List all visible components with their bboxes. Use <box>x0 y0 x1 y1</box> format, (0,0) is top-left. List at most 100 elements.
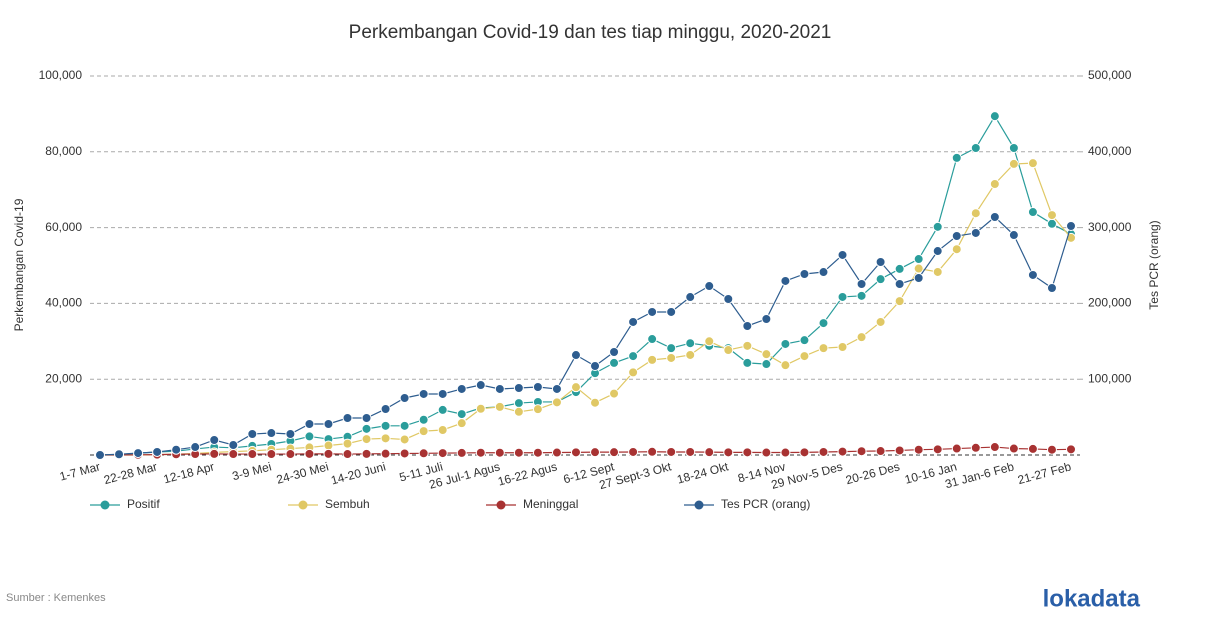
data-point <box>761 359 772 370</box>
data-point <box>1046 444 1057 455</box>
data-point <box>666 343 677 354</box>
data-point <box>570 350 581 361</box>
data-point <box>494 447 505 458</box>
data-point <box>570 382 581 393</box>
data-point <box>228 449 239 460</box>
data-point <box>875 274 886 285</box>
data-point <box>266 428 277 439</box>
data-point <box>1066 444 1076 455</box>
y-tick-label: 100,000 <box>39 68 83 82</box>
series-line <box>99 115 1072 456</box>
data-point <box>590 447 601 458</box>
data-point <box>133 448 144 459</box>
data-point <box>513 398 524 409</box>
data-point <box>780 338 791 349</box>
data-point <box>799 447 810 458</box>
data-point <box>304 418 315 429</box>
data-point <box>590 397 601 408</box>
legend-swatch <box>100 500 110 510</box>
data-point <box>932 266 943 277</box>
data-point <box>951 443 962 454</box>
data-point <box>437 424 448 435</box>
data-point <box>609 388 620 399</box>
data-point <box>399 434 410 445</box>
data-point <box>532 404 543 415</box>
data-point <box>114 449 125 460</box>
data-point <box>875 257 886 268</box>
data-point <box>685 338 696 349</box>
data-point <box>894 278 905 289</box>
data-point <box>856 332 867 343</box>
data-point <box>818 267 829 278</box>
data-point <box>647 446 658 457</box>
data-point <box>647 306 658 317</box>
data-point <box>380 433 391 444</box>
data-point <box>628 367 639 378</box>
legend-swatch <box>496 500 506 510</box>
data-point <box>647 334 658 345</box>
legend-swatch <box>298 500 308 510</box>
data-point <box>989 442 1000 453</box>
data-point <box>913 254 924 265</box>
data-point <box>704 281 715 292</box>
data-point <box>970 442 981 453</box>
data-point <box>742 447 753 458</box>
data-point <box>875 316 886 327</box>
data-point <box>494 401 505 412</box>
data-point <box>970 208 981 219</box>
data-point <box>1008 158 1019 169</box>
data-point <box>704 447 715 458</box>
y-tick-label: 80,000 <box>45 144 82 158</box>
data-point <box>399 392 410 403</box>
x-tick-label: 20-26 Des <box>844 459 901 487</box>
data-point <box>551 383 562 394</box>
data-point <box>456 409 467 420</box>
data-point <box>609 357 620 368</box>
data-point <box>532 382 543 393</box>
data-point <box>1066 232 1076 243</box>
x-tick-label: 12-18 Apr <box>162 459 216 486</box>
legend-label: Sembuh <box>325 497 370 511</box>
data-point <box>418 414 429 425</box>
data-point <box>361 434 372 445</box>
data-point <box>418 426 429 437</box>
data-point <box>456 383 467 394</box>
data-point <box>685 292 696 303</box>
data-point <box>1027 443 1038 454</box>
data-point <box>475 403 486 414</box>
y-tick-label: 60,000 <box>45 220 82 234</box>
data-point <box>628 351 639 362</box>
data-point <box>475 380 486 391</box>
data-point <box>1066 221 1076 232</box>
data-point <box>628 316 639 327</box>
data-point <box>266 449 277 460</box>
data-point <box>818 318 829 329</box>
data-point <box>590 361 601 372</box>
legend-label: Positif <box>127 497 160 511</box>
data-point <box>970 227 981 238</box>
data-point <box>209 434 220 445</box>
data-point <box>913 263 924 274</box>
data-point <box>723 294 734 305</box>
data-point <box>228 439 239 450</box>
data-point <box>513 447 524 458</box>
data-point <box>437 388 448 399</box>
data-point <box>342 449 353 460</box>
data-point <box>304 448 315 459</box>
chart-title: Perkembangan Covid-19 dan tes tiap mingg… <box>349 22 832 43</box>
data-point <box>1008 143 1019 154</box>
data-point <box>609 447 620 458</box>
data-point <box>913 273 924 284</box>
data-point <box>551 447 562 458</box>
data-point <box>1027 158 1038 169</box>
data-point <box>380 448 391 459</box>
data-point <box>513 382 524 393</box>
data-point <box>742 320 753 331</box>
data-point <box>437 404 448 415</box>
y2-tick-label: 500,000 <box>1088 68 1132 82</box>
y-axis-title: Perkembangan Covid-19 <box>12 198 26 331</box>
data-point <box>818 343 829 354</box>
data-point <box>780 275 791 286</box>
data-point <box>380 403 391 414</box>
